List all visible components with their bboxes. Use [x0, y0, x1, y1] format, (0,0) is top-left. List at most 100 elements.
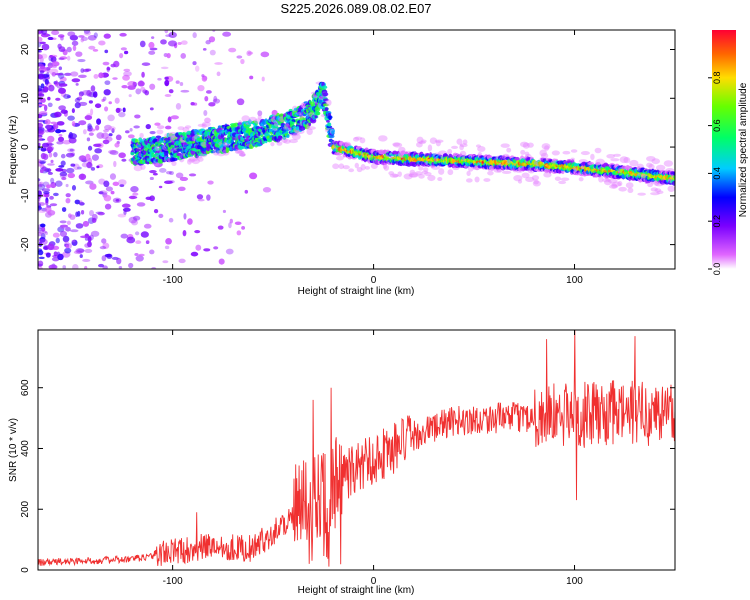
noise-speckle [177, 42, 182, 46]
noise-speckle [90, 166, 96, 171]
noise-speckle [44, 124, 52, 130]
ridge-halo [332, 163, 340, 170]
noise-speckle [91, 154, 99, 161]
noise-speckle [214, 62, 223, 65]
ridge-halo [667, 185, 675, 192]
noise-speckle [48, 264, 58, 269]
ridge-halo [594, 147, 602, 154]
noise-speckle [127, 134, 135, 139]
noise-speckle [38, 73, 45, 80]
noise-speckle [104, 106, 109, 112]
noise-speckle [156, 125, 165, 130]
noise-speckle [38, 230, 47, 234]
ridge-halo [590, 153, 595, 161]
noise-speckle [164, 94, 172, 97]
noise-speckle [136, 202, 146, 207]
ridge-blob [155, 135, 162, 139]
noise-speckle [112, 77, 118, 80]
noise-speckle [135, 88, 142, 95]
ridge-halo [610, 158, 620, 162]
ridge-halo [191, 158, 200, 165]
noise-speckle [151, 266, 157, 269]
ridge-halo [665, 168, 675, 172]
noise-speckle [44, 129, 51, 133]
noise-speckle [207, 180, 214, 185]
ridge-halo [197, 157, 204, 162]
ridge-halo [522, 142, 530, 149]
ridge-halo [389, 173, 399, 178]
noise-speckle [89, 210, 94, 217]
noise-speckle [38, 85, 43, 92]
noise-speckle [79, 254, 83, 259]
noise-speckle [93, 74, 99, 79]
noise-speckle [73, 250, 83, 255]
ridge-blob [326, 125, 333, 129]
ridge-halo [647, 182, 653, 188]
noise-speckle [228, 222, 232, 229]
noise-speckle [67, 172, 76, 179]
ridge-halo [520, 149, 526, 155]
noise-speckle [45, 252, 51, 258]
ridge-halo [276, 141, 283, 146]
noise-speckle [78, 101, 88, 106]
ridge-halo [650, 187, 658, 192]
noise-speckle [103, 194, 112, 202]
ridge-blob [282, 136, 287, 140]
ridge-halo [539, 149, 547, 157]
noise-speckle [208, 36, 216, 43]
ridge-halo [184, 125, 192, 129]
ridge-halo [465, 178, 473, 183]
noise-speckle [148, 50, 156, 55]
noise-speckle [104, 203, 112, 210]
noise-speckle [236, 55, 243, 59]
noise-speckle [62, 235, 70, 243]
y-tick-label: 0 [20, 144, 31, 150]
noise-speckle [163, 180, 173, 185]
noise-speckle [50, 159, 54, 164]
ridge-halo [627, 187, 634, 194]
noise-speckle [38, 209, 47, 214]
colorbar-ticks: 0.0 0.2 0.4 0.6 0.8 [708, 72, 722, 275]
ridge-blob [672, 171, 675, 176]
noise-speckle [56, 121, 65, 126]
noise-speckle [46, 72, 50, 78]
ridge-halo [392, 142, 403, 148]
noise-speckle [105, 186, 113, 192]
noise-speckle [145, 240, 150, 244]
noise-speckle [71, 40, 79, 46]
ridge-blob [280, 119, 284, 123]
noise-speckle [120, 47, 127, 51]
noise-speckle [54, 111, 62, 118]
noise-speckle [103, 180, 110, 188]
noise-speckle [134, 231, 140, 236]
noise-speckle [116, 257, 122, 265]
noise-speckle [48, 152, 53, 158]
ridge-halo [133, 164, 143, 172]
noise-speckle [102, 61, 110, 66]
noise-speckle [80, 37, 85, 43]
noise-speckle [216, 71, 221, 77]
ridge-halo [606, 153, 616, 159]
noise-speckle [152, 172, 158, 176]
noise-speckle [96, 165, 100, 169]
ridge-halo [418, 140, 426, 145]
ridge-halo [580, 151, 590, 156]
noise-speckle [63, 94, 71, 99]
noise-speckle [108, 133, 113, 137]
noise-speckle [74, 98, 81, 103]
noise-speckle [108, 149, 117, 154]
noise-speckle [74, 199, 81, 205]
noise-speckle [67, 31, 76, 37]
ridge-halo [416, 136, 424, 144]
ridge-halo [447, 148, 453, 155]
noise-speckle [58, 66, 63, 71]
noise-speckle [139, 40, 146, 48]
noise-speckle [103, 129, 109, 133]
ridge-halo [156, 129, 164, 135]
noise-speckle [71, 239, 78, 246]
ridge-blob [285, 130, 289, 134]
noise-speckle [167, 116, 172, 123]
ridge-halo [487, 170, 494, 176]
noise-speckle [82, 258, 91, 262]
noise-speckle [244, 189, 249, 194]
